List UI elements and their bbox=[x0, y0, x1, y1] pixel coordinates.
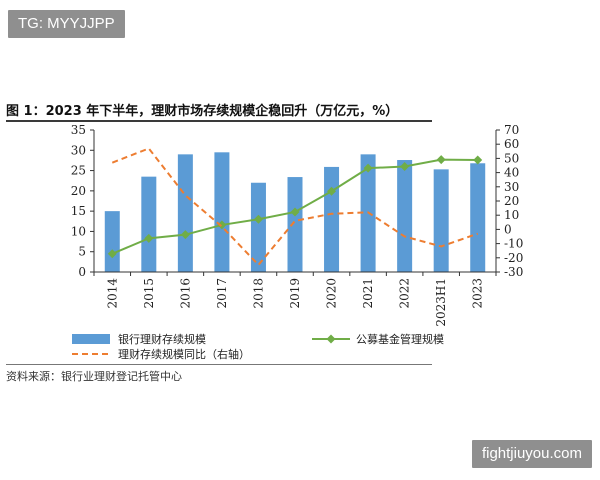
x-tick-label: 2016 bbox=[178, 278, 192, 309]
bar-2015 bbox=[141, 176, 157, 272]
legend-marker-fund bbox=[326, 334, 336, 344]
right-tick-label: 70 bbox=[504, 123, 519, 137]
legend-label-fund: 公募基金管理规模 bbox=[356, 332, 444, 346]
fund-point-2016 bbox=[180, 230, 190, 240]
right-tick-label: -20 bbox=[504, 251, 523, 265]
fund-point-2019 bbox=[290, 207, 300, 217]
left-tick-label: 20 bbox=[71, 184, 86, 198]
left-tick-label: 5 bbox=[78, 245, 86, 259]
bar-2022 bbox=[397, 160, 413, 272]
fund-point-2021 bbox=[363, 163, 373, 173]
bar-2014 bbox=[104, 211, 120, 272]
bar-2016 bbox=[177, 154, 193, 272]
bar-2023H1 bbox=[433, 169, 449, 272]
x-tick-label: 2022 bbox=[398, 278, 412, 309]
left-tick-label: 35 bbox=[71, 123, 86, 137]
watermark-bottom: fightjiuyou.com bbox=[471, 440, 592, 468]
source-note: 资料来源：银行业理财登记托管中心 bbox=[6, 370, 182, 383]
right-tick-label: -10 bbox=[504, 237, 523, 251]
fund-point-2023H1 bbox=[436, 155, 446, 165]
right-tick-label: 40 bbox=[504, 166, 519, 180]
bar-2020 bbox=[324, 166, 340, 272]
left-tick-label: 25 bbox=[71, 164, 86, 178]
bar-2018 bbox=[250, 182, 266, 272]
figure-title: 图 1：2023 年下半年，理财市场存续规模企稳回升（万亿元，%） bbox=[6, 104, 399, 119]
right-tick-label: -30 bbox=[504, 265, 523, 279]
legend-label-bank: 银行理财存续规模 bbox=[118, 332, 206, 346]
right-tick-label: 30 bbox=[504, 180, 519, 194]
bar-2017 bbox=[214, 152, 230, 272]
fund-point-2018 bbox=[253, 214, 263, 224]
x-tick-label: 2023H1 bbox=[434, 278, 448, 327]
legend-swatch-bank bbox=[72, 334, 110, 344]
left-tick-label: 30 bbox=[71, 143, 86, 157]
left-tick-label: 10 bbox=[71, 224, 86, 238]
left-tick-label: 0 bbox=[78, 265, 86, 279]
x-tick-label: 2019 bbox=[288, 278, 302, 309]
bar-2019 bbox=[287, 177, 303, 272]
axes-layer: 05101520253035-30-20-1001020304050607020… bbox=[71, 123, 524, 327]
x-tick-label: 2021 bbox=[361, 278, 375, 309]
right-tick-label: 0 bbox=[504, 222, 512, 236]
title-rule bbox=[6, 120, 432, 122]
fund-point-2022 bbox=[400, 162, 410, 172]
fund-point-2023 bbox=[473, 155, 483, 165]
source-rule bbox=[6, 364, 432, 365]
bar-2023 bbox=[470, 163, 486, 272]
right-tick-label: 60 bbox=[504, 137, 519, 151]
watermark-top: TG: MYYJJPP bbox=[8, 10, 125, 38]
fund-point-2017 bbox=[217, 220, 227, 230]
fund-point-2020 bbox=[327, 186, 337, 196]
legend-label-yoy: 理财存续规模同比（右轴） bbox=[118, 347, 250, 361]
x-tick-label: 2018 bbox=[251, 278, 265, 309]
fund-point-2015 bbox=[144, 233, 154, 243]
x-tick-label: 2014 bbox=[105, 278, 119, 309]
x-tick-label: 2020 bbox=[325, 278, 339, 309]
left-tick-label: 15 bbox=[71, 204, 86, 218]
right-tick-label: 50 bbox=[504, 151, 519, 165]
x-tick-label: 2015 bbox=[142, 278, 156, 309]
x-tick-label: 2017 bbox=[215, 278, 229, 309]
right-tick-label: 20 bbox=[504, 194, 519, 208]
right-tick-label: 10 bbox=[504, 208, 519, 222]
x-tick-label: 2023 bbox=[471, 278, 485, 309]
bars-layer bbox=[104, 152, 486, 272]
lines-layer bbox=[107, 147, 483, 267]
fund-point-2014 bbox=[107, 249, 117, 259]
